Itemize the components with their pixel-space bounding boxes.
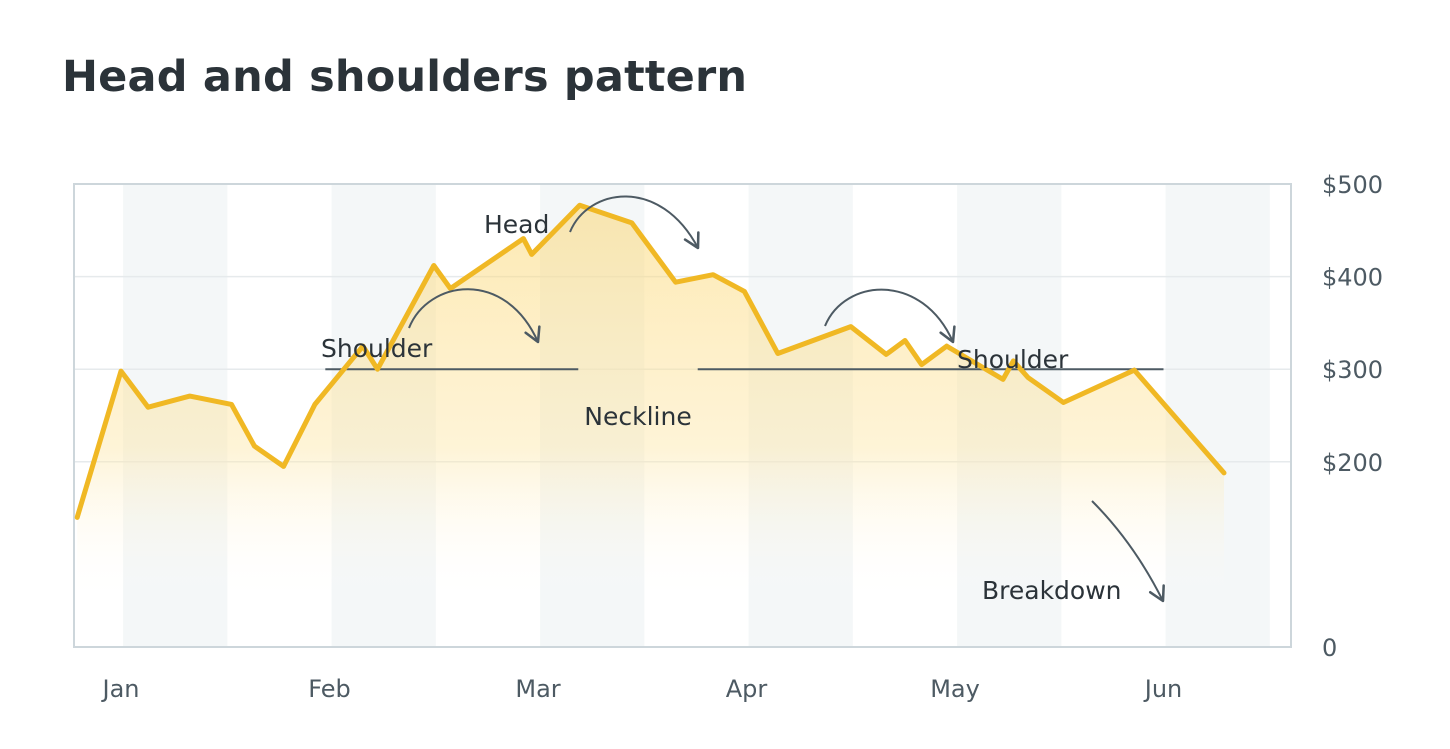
x-tick-label: Jan	[101, 675, 140, 703]
chart-title: Head and shoulders pattern	[62, 52, 748, 102]
annotations: Head Shoulder Shoulder Breakdown	[321, 195, 1165, 605]
x-tick-label: Mar	[515, 675, 560, 703]
y-tick-label: $500	[1322, 171, 1383, 199]
y-axis-ticks: 0 $200 $300 $400 $500	[1322, 171, 1383, 662]
x-tick-label: May	[930, 675, 980, 703]
x-tick-label: Feb	[308, 675, 351, 703]
x-axis-ticks: Jan Feb Mar Apr May Jun	[101, 675, 1183, 703]
breakdown-arrow	[1091, 500, 1165, 603]
head-label: Head	[484, 210, 549, 239]
x-tick-label: Jun	[1143, 675, 1183, 703]
head-arrow	[569, 195, 700, 250]
y-tick-label: 0	[1322, 634, 1337, 662]
breakdown-label: Breakdown	[982, 576, 1122, 605]
price-line	[74, 202, 1227, 520]
neckline-group: Neckline	[325, 368, 1164, 431]
right-shoulder-arrow	[824, 288, 956, 344]
x-tick-label: Apr	[726, 675, 768, 703]
left-shoulder-arrow	[408, 288, 541, 344]
y-tick-label: $200	[1322, 449, 1383, 477]
price-area	[77, 205, 1225, 648]
y-tick-label: $400	[1322, 264, 1383, 292]
right-shoulder-label: Shoulder	[957, 345, 1069, 374]
y-tick-label: $300	[1322, 356, 1383, 384]
left-shoulder-label: Shoulder	[321, 334, 433, 363]
neckline-label: Neckline	[584, 402, 691, 431]
